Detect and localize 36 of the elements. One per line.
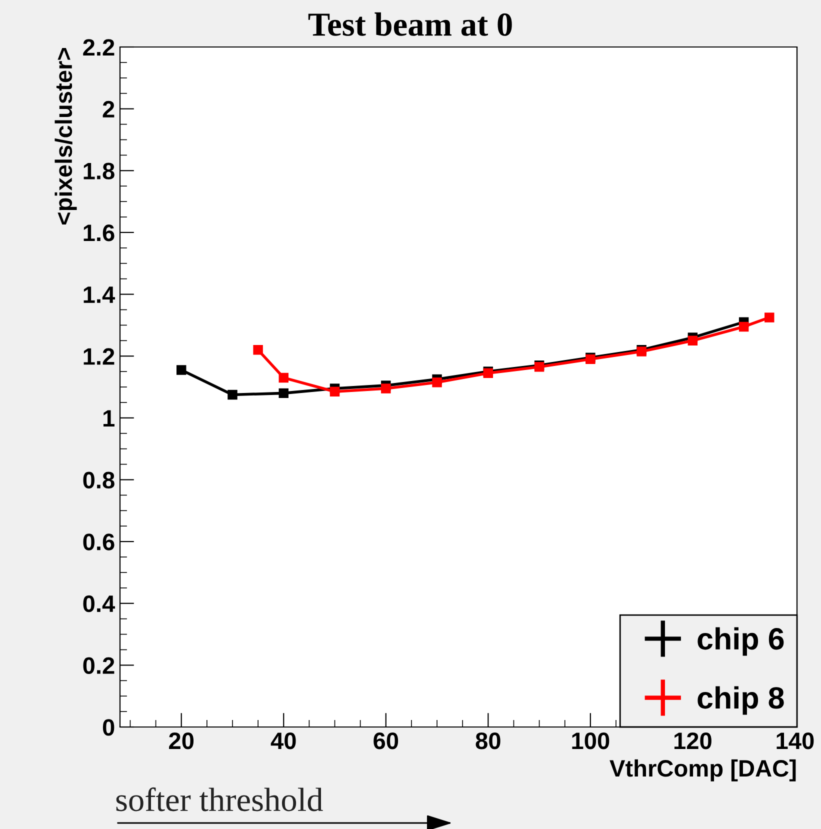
x-tick-label: 140 [776, 732, 814, 750]
x-tick-label: 100 [572, 732, 610, 750]
point [278, 372, 288, 383]
y-tick-label: 1.4 [84, 286, 116, 303]
y-tick-label: 0.2 [83, 657, 114, 674]
y-axis-title: <pixels/cluster> [54, 48, 77, 224]
y-tick-label: 0.8 [83, 472, 114, 489]
y-tick-label: 0.6 [83, 534, 114, 550]
chart-title: Test beam at 0 [308, 12, 512, 36]
y-tick-label: 2.2 [83, 39, 114, 56]
y-tick-label: 1.8 [84, 162, 114, 180]
x-tick-label: 60 [374, 732, 398, 750]
point [738, 322, 749, 332]
point [764, 312, 774, 322]
y-tick-label: 0 [102, 719, 114, 736]
point [253, 345, 263, 355]
legend-label: chip 6 [698, 627, 784, 656]
text: softer threshold [116, 787, 323, 812]
x-tick-label: 120 [674, 732, 712, 750]
point [228, 390, 238, 400]
y-tick-label: 1.2 [84, 348, 114, 365]
x-tick-label: 80 [476, 732, 500, 750]
point [330, 386, 340, 396]
x-axis-title: VthrComp [DAC] [610, 759, 796, 782]
point [432, 378, 442, 388]
point [381, 384, 391, 394]
point [688, 336, 698, 346]
point [278, 388, 288, 398]
y-tick-label: 1.6 [84, 224, 114, 242]
y-tick-label: 2 [102, 100, 114, 118]
x-tick-label: 40 [270, 732, 296, 750]
y-tick-label: 0.4 [83, 595, 116, 612]
y-tick-label: 1 [103, 410, 114, 426]
legend-label: chip 8 [698, 686, 784, 715]
x-tick-label: 20 [169, 732, 194, 750]
point [176, 365, 186, 375]
